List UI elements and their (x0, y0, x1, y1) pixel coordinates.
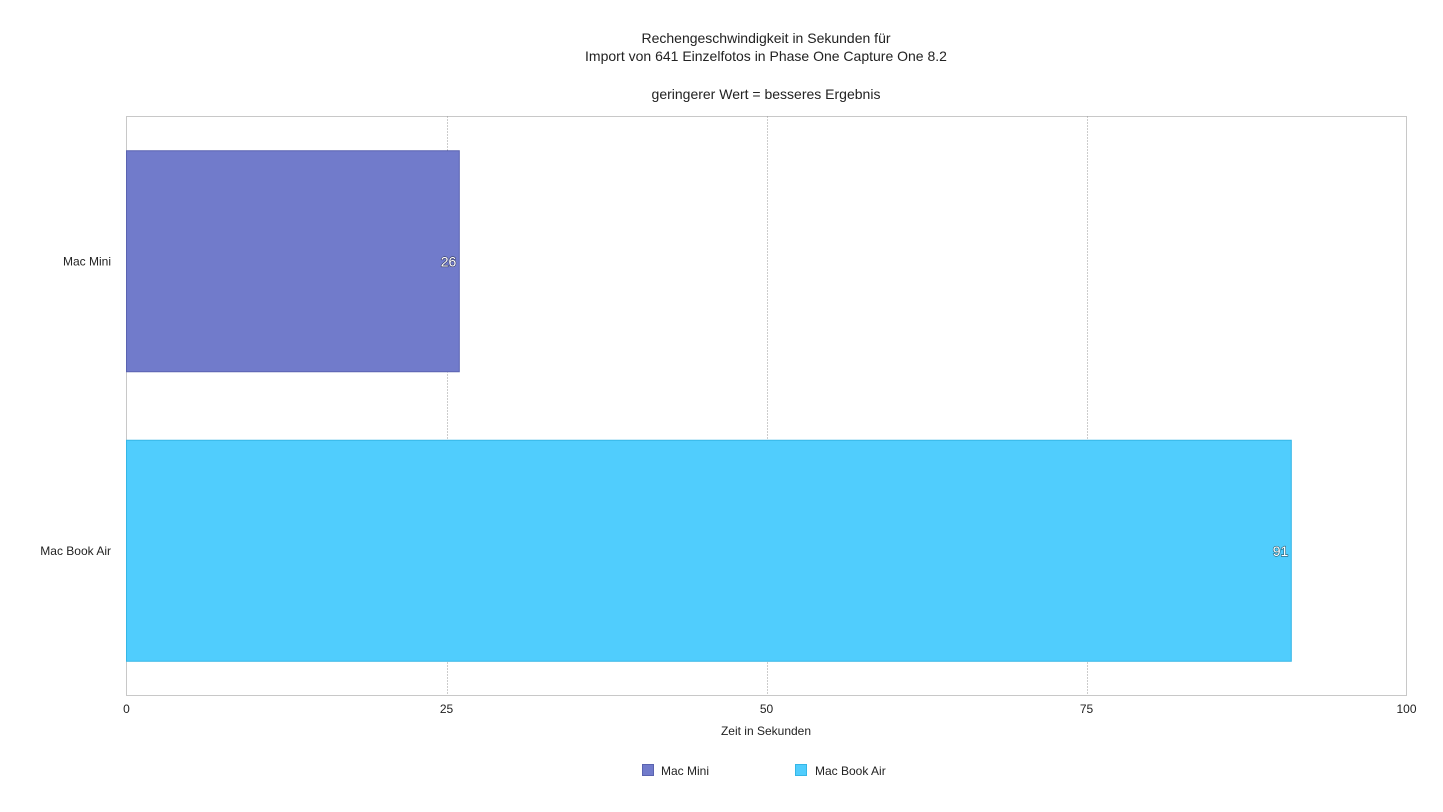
x-tick-label: 25 (440, 702, 454, 716)
bar-mac-book-air (126, 439, 1292, 662)
chart-title-line-2: Import von 641 Einzelfotos in Phase One … (585, 48, 947, 64)
x-axis-label: Zeit in Sekunden (721, 724, 811, 738)
legend-swatch-mac-mini (642, 764, 654, 776)
x-tick-label: 75 (1080, 702, 1094, 716)
legend-label-mac-mini: Mac Mini (661, 764, 709, 778)
chart-subtitle: geringerer Wert = besseres Ergebnis (652, 86, 881, 102)
legend-swatch-mac-book-air (795, 764, 807, 776)
bar-mac-mini (126, 150, 460, 373)
bars (126, 150, 1292, 662)
x-tick-label: 0 (123, 702, 130, 716)
chart-title-line-1: Rechengeschwindigkeit in Sekunden für (641, 30, 890, 46)
data-label: 26 (441, 253, 457, 269)
data-label: 91 (1273, 543, 1289, 559)
category-labels: Mac Mini Mac Book Air (40, 254, 111, 558)
x-axis-ticks: 0 25 50 75 100 (123, 702, 1417, 716)
x-tick-label: 100 (1396, 702, 1416, 716)
y-tick-label: Mac Book Air (40, 544, 111, 558)
data-labels: 26 91 (440, 253, 1289, 560)
y-tick-label: Mac Mini (63, 254, 111, 268)
legend: Mac Mini Mac Book Air (642, 764, 886, 778)
legend-label-mac-book-air: Mac Book Air (815, 764, 886, 778)
x-tick-label: 50 (760, 702, 774, 716)
